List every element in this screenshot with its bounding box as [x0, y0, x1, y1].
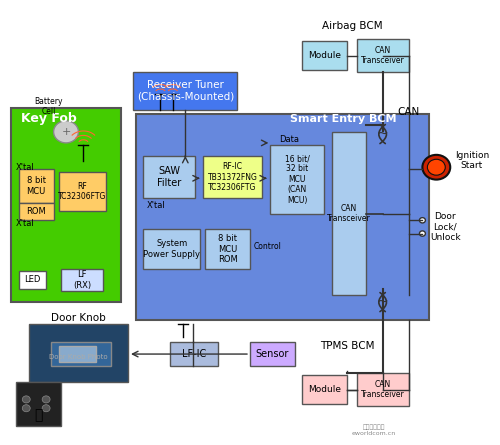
- Text: +: +: [62, 127, 70, 137]
- Bar: [302, 41, 347, 70]
- Bar: [250, 342, 294, 366]
- Circle shape: [420, 218, 426, 223]
- Text: Module: Module: [308, 385, 341, 394]
- Text: Door Knob Photo: Door Knob Photo: [49, 354, 108, 360]
- Text: SAW
Filter: SAW Filter: [157, 166, 182, 188]
- Bar: [357, 39, 409, 72]
- Text: ~: ~: [377, 127, 388, 141]
- Text: Control: Control: [254, 243, 281, 251]
- Circle shape: [420, 231, 426, 236]
- Bar: [136, 114, 429, 320]
- Text: TPMS BCM: TPMS BCM: [320, 341, 374, 351]
- Bar: [28, 324, 128, 382]
- Circle shape: [54, 121, 78, 143]
- Bar: [16, 382, 61, 426]
- Bar: [357, 373, 409, 406]
- Text: Key Fob: Key Fob: [22, 112, 77, 125]
- Text: Receiver Tuner
(Chassis-Mounted): Receiver Tuner (Chassis-Mounted): [136, 80, 234, 102]
- Bar: [19, 271, 46, 289]
- Text: 电子工程世界
eworldcom.cn: 电子工程世界 eworldcom.cn: [352, 425, 397, 436]
- Text: X'tal: X'tal: [16, 163, 34, 172]
- Text: ROM: ROM: [26, 207, 46, 216]
- Bar: [202, 156, 262, 198]
- Text: 8 bit
MCU: 8 bit MCU: [26, 176, 46, 196]
- Text: CAN: CAN: [398, 107, 420, 117]
- Text: 16 bit/
32 bit
MCU
(CAN
MCU): 16 bit/ 32 bit MCU (CAN MCU): [284, 154, 310, 205]
- Bar: [332, 132, 366, 295]
- Text: CAN
Transceiver: CAN Transceiver: [361, 380, 405, 399]
- Text: Airbag BCM: Airbag BCM: [322, 21, 382, 31]
- Bar: [205, 229, 250, 269]
- Text: System
Power Supply: System Power Supply: [143, 239, 200, 259]
- Text: Door Knob: Door Knob: [51, 312, 106, 323]
- Bar: [143, 229, 200, 269]
- Bar: [58, 172, 106, 211]
- Bar: [133, 72, 238, 110]
- Bar: [12, 108, 120, 302]
- Text: Data: Data: [278, 135, 298, 144]
- Circle shape: [428, 159, 446, 175]
- Text: 🔑: 🔑: [34, 408, 43, 422]
- Circle shape: [22, 396, 30, 403]
- Text: X'tal: X'tal: [16, 219, 34, 228]
- Text: CAN
Transceiver: CAN Transceiver: [327, 204, 370, 223]
- Circle shape: [422, 155, 450, 180]
- Text: CAN
Transceiver: CAN Transceiver: [361, 46, 405, 65]
- Bar: [170, 342, 218, 366]
- Bar: [19, 203, 54, 220]
- Circle shape: [42, 396, 50, 403]
- Bar: [19, 170, 54, 202]
- Bar: [302, 375, 347, 404]
- Text: Door
Lock/
Unlock: Door Lock/ Unlock: [430, 212, 460, 242]
- Bar: [143, 156, 195, 198]
- Text: 8 bit
MCU
ROM: 8 bit MCU ROM: [218, 234, 238, 264]
- Text: LED: LED: [24, 275, 40, 284]
- Text: Module: Module: [308, 51, 341, 60]
- Text: Smart Entry BCM: Smart Entry BCM: [290, 113, 396, 124]
- Text: LF
(RX): LF (RX): [73, 270, 91, 290]
- Bar: [61, 269, 104, 291]
- Bar: [51, 342, 110, 366]
- Text: X'tal: X'tal: [146, 201, 166, 210]
- Text: RF-IC
TB31372FNG
TC32306FTG: RF-IC TB31372FNG TC32306FTG: [208, 162, 258, 192]
- Text: Battery
Cell: Battery Cell: [34, 97, 63, 116]
- Text: ~: ~: [377, 295, 388, 309]
- Text: Sensor: Sensor: [256, 349, 289, 359]
- Text: RF
TC32306FTG: RF TC32306FTG: [58, 182, 106, 201]
- Text: LF-IC: LF-IC: [182, 349, 206, 359]
- Bar: [270, 145, 324, 214]
- Circle shape: [22, 405, 30, 412]
- Circle shape: [42, 405, 50, 412]
- Text: Ignition
Start: Ignition Start: [454, 151, 489, 170]
- Bar: [58, 346, 96, 362]
